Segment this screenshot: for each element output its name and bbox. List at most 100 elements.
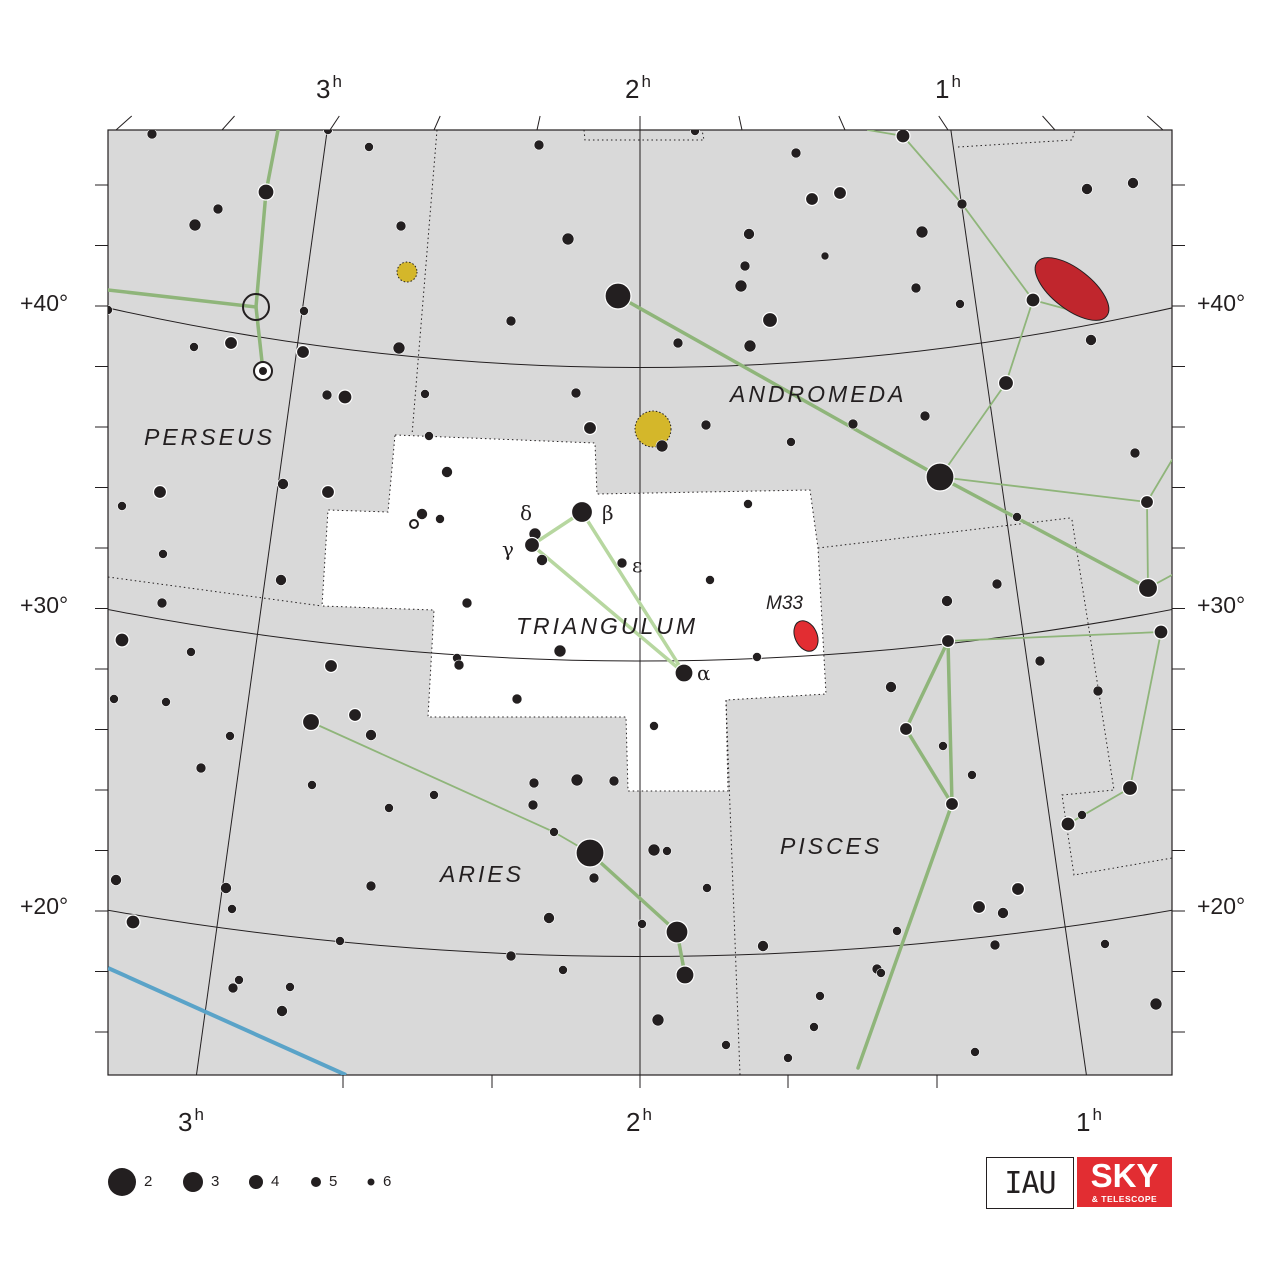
star (570, 500, 594, 524)
star (320, 484, 336, 500)
star (420, 389, 430, 399)
star (1081, 183, 1093, 195)
star (847, 418, 859, 430)
legend-mag-3-dot (183, 1172, 203, 1192)
star (461, 597, 473, 609)
star (910, 282, 922, 294)
star (941, 595, 953, 607)
star (790, 147, 802, 159)
star (117, 501, 127, 511)
legend-mag-2-label: 2 (144, 1173, 153, 1190)
star (898, 721, 914, 737)
star (416, 508, 428, 520)
star (820, 251, 830, 261)
star (276, 1005, 288, 1017)
triangulum-region (321, 434, 827, 792)
star (647, 843, 661, 857)
star-label-delta: δ (520, 501, 533, 525)
star (925, 462, 955, 492)
star (815, 991, 825, 1001)
star (323, 658, 339, 674)
star (743, 228, 755, 240)
ecliptic-line (108, 966, 347, 1075)
dec-label-left-30: +30° (20, 592, 69, 618)
star (637, 919, 647, 929)
andromeda-galaxy (1034, 257, 1110, 321)
star (1153, 624, 1169, 640)
star (188, 218, 202, 232)
star (558, 965, 568, 975)
constellation-label-perseus: PERSEUS (144, 424, 275, 450)
constellation-label-pisces: PISCES (780, 833, 883, 859)
star (505, 315, 517, 327)
star (915, 225, 929, 239)
star (743, 499, 753, 509)
star (1127, 177, 1139, 189)
star (1010, 881, 1026, 897)
star (991, 578, 1003, 590)
star (125, 914, 141, 930)
star (299, 306, 309, 316)
variable-star-core (259, 367, 267, 375)
star (892, 926, 902, 936)
star (804, 191, 820, 207)
star (1060, 816, 1076, 832)
star (1034, 655, 1046, 667)
star (307, 780, 317, 790)
legend-mag-5-dot (311, 1177, 321, 1187)
star (876, 968, 886, 978)
grid-tick (738, 115, 743, 131)
dec-label-left-40: +40° (20, 290, 69, 316)
constellation-label-aries: ARIES (440, 861, 525, 887)
star (739, 260, 751, 272)
star (1149, 997, 1163, 1011)
star (227, 904, 237, 914)
dec-label-left-20: +20° (20, 893, 69, 919)
legend-mag-3-label: 3 (211, 1173, 220, 1190)
star (570, 387, 582, 399)
star (944, 796, 960, 812)
star (705, 575, 715, 585)
star (225, 731, 235, 741)
star (786, 437, 796, 447)
star (195, 762, 207, 774)
star (285, 982, 295, 992)
star-label-alpha: α (697, 661, 711, 685)
star (323, 130, 333, 135)
star (220, 882, 232, 894)
variable-stars (242, 293, 419, 529)
star (528, 777, 540, 789)
star (752, 652, 762, 662)
star (608, 775, 620, 787)
variable-star-ring (242, 293, 270, 321)
star (1121, 779, 1139, 797)
star (989, 939, 1001, 951)
star (189, 342, 199, 352)
star (384, 803, 394, 813)
star (702, 883, 712, 893)
star (347, 707, 363, 723)
iau-logo: IAU (986, 1157, 1074, 1209)
star (365, 729, 377, 741)
star (604, 282, 632, 310)
constellation-label-andromeda: ANDROMEDA (730, 381, 907, 407)
star (582, 420, 598, 436)
legend-mag-4-dot (249, 1175, 263, 1189)
star (1092, 685, 1104, 697)
star (700, 419, 712, 431)
star-label-beta: β (602, 501, 614, 525)
star (435, 514, 445, 524)
star (523, 536, 541, 554)
constellation-label-triangulum: TRIANGULUM (516, 613, 699, 639)
constellation-boundaries (108, 130, 1172, 1075)
star (429, 790, 439, 800)
star (543, 912, 555, 924)
star (672, 337, 684, 349)
star (186, 647, 196, 657)
